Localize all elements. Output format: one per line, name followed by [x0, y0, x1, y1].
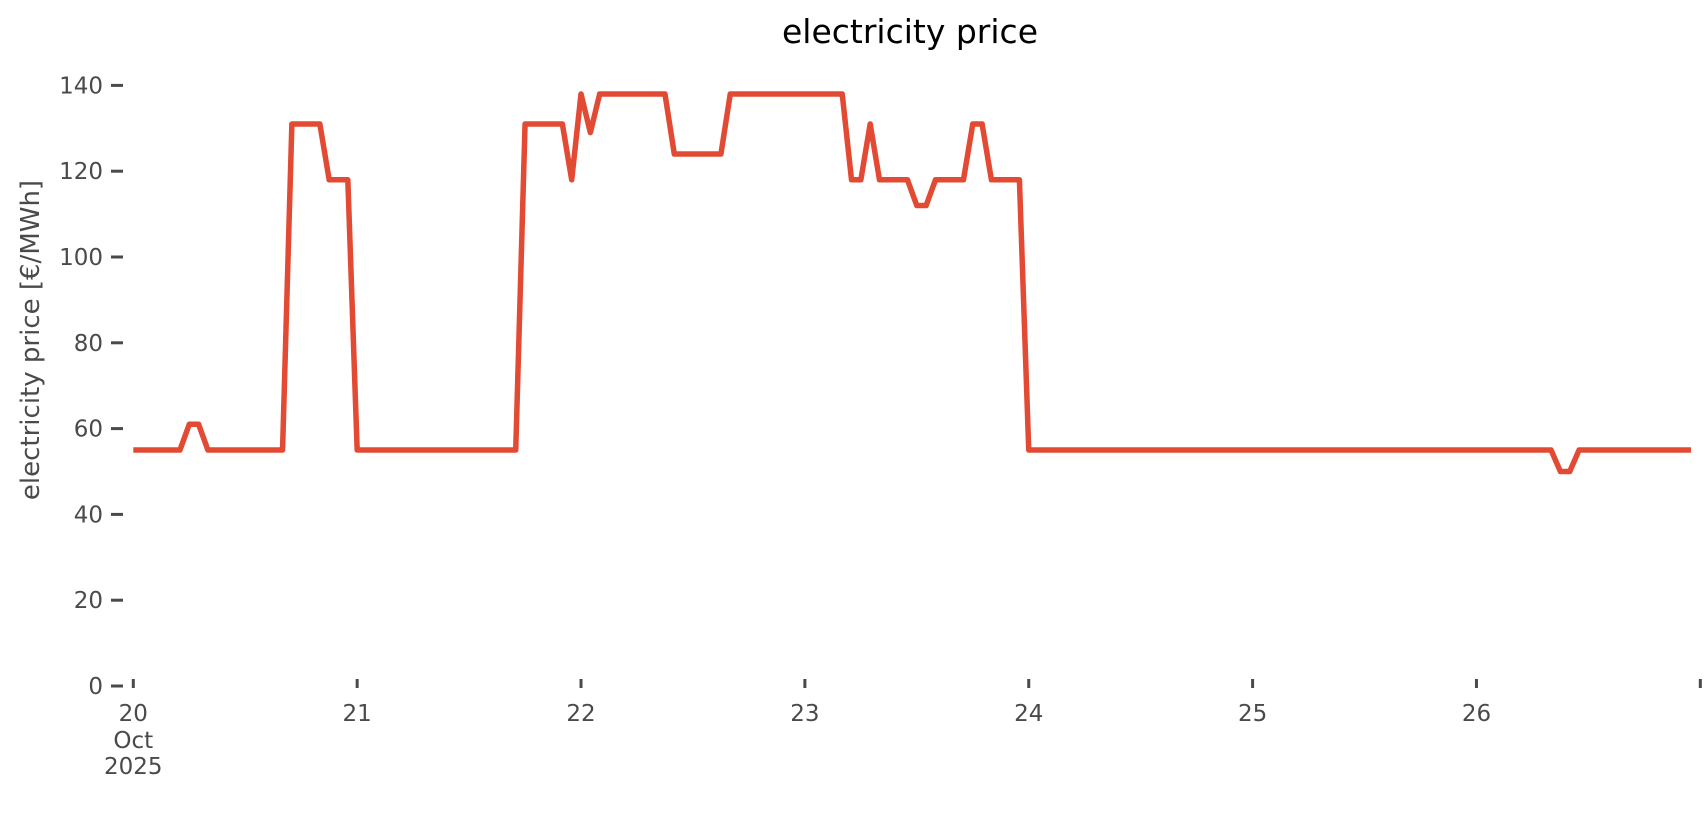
chart-title: electricity price — [782, 12, 1038, 51]
y-tick-label: 80 — [74, 331, 103, 357]
x-tick-label: 25 — [1238, 701, 1267, 727]
x-tick-label: 24 — [1014, 701, 1043, 727]
y-tick-label: 40 — [74, 502, 103, 528]
y-tick-label: 60 — [74, 417, 103, 443]
y-tick-label: 120 — [59, 159, 103, 185]
x-tick-label: 26 — [1462, 701, 1491, 727]
y-axis-label: electricity price [€/MWh] — [16, 179, 46, 501]
y-tick-label: 140 — [59, 73, 103, 99]
x-tick-label: 23 — [790, 701, 819, 727]
x-year-label: 2025 — [104, 754, 163, 780]
y-tick-label: 0 — [88, 674, 103, 700]
y-tick-label: 100 — [59, 245, 103, 271]
x-tick-label: 21 — [343, 701, 372, 727]
y-tick-label: 20 — [74, 588, 103, 614]
x-tick-label: 20 — [119, 701, 148, 727]
price-line — [133, 91, 1691, 475]
x-month-label: Oct — [113, 728, 153, 754]
x-tick-label: 22 — [566, 701, 595, 727]
